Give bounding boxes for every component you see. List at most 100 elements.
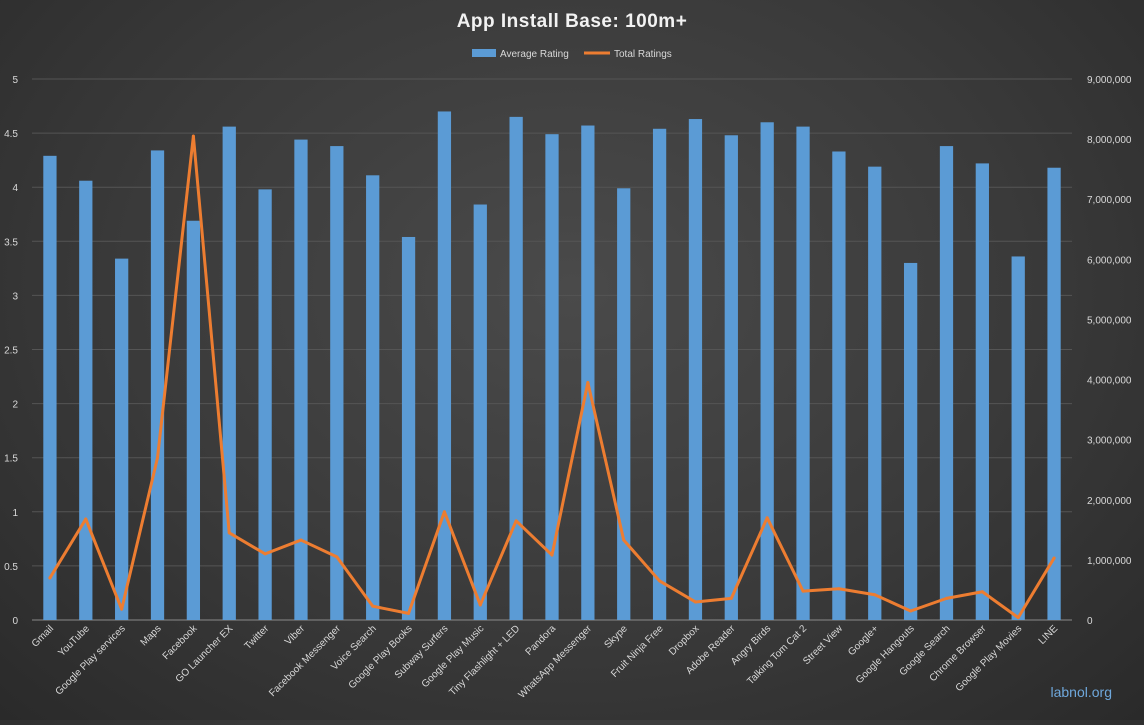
bar [401,236,416,621]
line-point [873,593,877,597]
line-point [765,516,769,520]
bar [832,151,846,620]
bar [617,188,631,621]
line-point [658,579,662,583]
line-point [837,587,841,591]
line-point [1016,616,1020,620]
right-axis: 0 1,000,000 2,000,000 3,000,000 4,000,000 5,0… [1087,75,1132,627]
bar [975,163,989,620]
line-point [478,603,482,607]
line-point [335,555,339,559]
category-label: Street View [801,623,845,667]
bar [43,155,57,620]
right-tick-label: 7,000,000 [1087,195,1132,206]
bar [294,139,308,621]
bar [79,180,93,620]
bar [760,122,774,620]
category-label: WhatsApp Messenger [517,623,595,701]
category-label: Tiny Flashlight + LED [447,623,522,698]
line-point [514,519,518,523]
right-tick-label: 2,000,000 [1087,496,1132,507]
bar [868,166,882,620]
right-tick-label: 9,000,000 [1087,75,1132,86]
right-tick-label: 8,000,000 [1087,135,1132,146]
category-label: Gmail [30,623,56,649]
left-tick-label: 0 [12,616,18,627]
left-tick-label: 1.5 [4,454,18,465]
category-label: Dropbox [667,623,702,658]
line-point [442,510,446,514]
right-tick-label: 6,000,000 [1087,255,1132,266]
watermark: labnol.org [1051,684,1113,700]
bar [545,134,559,620]
line-point [156,456,160,460]
category-label: Maps [139,623,164,648]
bar [330,146,344,621]
chart-legend: Average Rating Total Ratings [472,49,672,60]
left-tick-label: 0.5 [4,562,18,573]
category-label: Facebook Messenger [267,623,343,699]
category-label: Google Play services [54,623,128,697]
line-point [909,609,913,613]
line-point [120,607,124,611]
bar [688,119,703,620]
line-point [84,517,88,521]
category-label: Twitter [243,623,272,652]
line-point [801,589,805,593]
line-point [693,600,697,604]
bar [1047,167,1061,620]
bar [796,126,810,620]
category-label: Google+ [846,623,881,658]
category-label: Google Play Movies [954,623,1025,694]
bar [186,220,201,620]
line-point [371,604,375,608]
left-tick-label: 2.5 [4,346,18,357]
category-label: Viber [283,623,308,648]
category-label: YouTube [56,623,92,659]
bar [150,150,165,621]
legend-label: Total Ratings [614,49,672,60]
bar [366,175,380,620]
bar [1011,256,1025,620]
bar [258,189,272,620]
left-tick-label: 3.5 [4,237,18,248]
bar [652,128,667,620]
bar [473,204,487,620]
right-tick-label: 5,000,000 [1087,315,1132,326]
bar [939,146,954,621]
line-point [227,531,231,535]
left-tick-label: 5 [12,75,18,86]
bar [115,258,129,620]
left-tick-label: 3 [12,291,18,302]
category-label: Google Play Books [347,623,415,691]
line-point [407,611,411,615]
bar [222,126,236,620]
bar [581,125,595,620]
left-tick-label: 2 [12,400,18,411]
line-point [622,538,626,542]
legend-swatch-bar [472,49,496,57]
line-point [263,552,267,556]
category-label: Skype [602,623,630,651]
category-label: Pandora [524,623,559,658]
chart-title: App Install Base: 100m+ [457,11,688,32]
left-axis: 0 0.5 1 1.5 2 2.5 3 3.5 4 4.5 5 [4,75,18,627]
line-point [586,381,590,385]
line-point [729,596,733,600]
right-tick-label: 3,000,000 [1087,436,1132,447]
line-point [48,576,52,580]
line-point [980,590,984,594]
left-tick-label: 1 [12,508,18,519]
bar [509,116,523,621]
bar [437,111,452,621]
line-point [944,596,948,600]
bar [724,135,738,621]
bar-series [43,111,1061,621]
right-tick-label: 1,000,000 [1087,556,1132,567]
line-point [550,553,554,557]
legend-label: Average Rating [500,49,569,60]
left-tick-label: 4.5 [4,129,18,140]
